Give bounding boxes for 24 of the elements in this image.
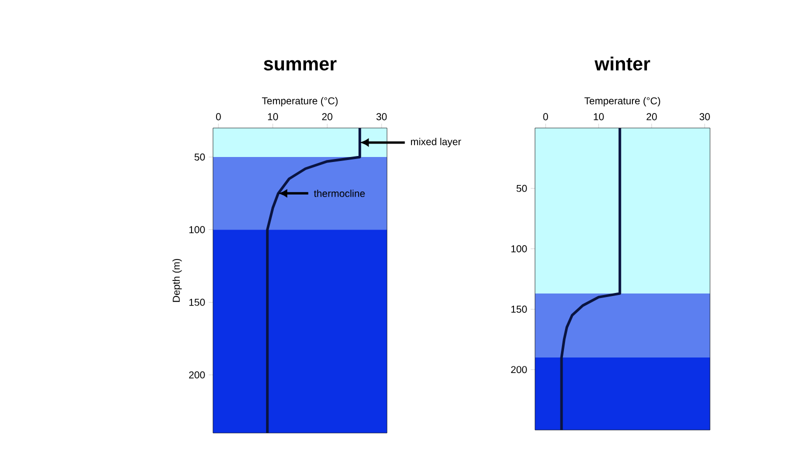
line-series	[560, 126, 622, 432]
x-tick-label: 0	[216, 113, 221, 120]
annotation: thermocline	[314, 190, 365, 198]
x-tick-label: 30	[376, 113, 387, 120]
annotation: mixed layer	[410, 138, 462, 148]
x-tick-label: 10	[268, 113, 278, 120]
y-tick-label: 150	[189, 298, 205, 306]
y-tick-label: 200	[189, 371, 205, 378]
chart-title: winter	[594, 56, 650, 71]
chart-title: summer	[264, 60, 337, 71]
x-tick-label: 20	[322, 113, 332, 120]
y-axis-title: Depth (m)	[172, 258, 182, 302]
y-tick-label: 200	[511, 366, 527, 374]
x-tick-label: 30	[700, 113, 710, 120]
y-tick-label: 150	[511, 306, 527, 313]
x-tick-label: 20	[646, 113, 657, 120]
y-tick-label: 100	[511, 245, 527, 252]
x-axis-title: Temperature (°C)	[262, 97, 338, 106]
y-tick-label: 50	[194, 154, 205, 161]
x-tick-label: 10	[594, 113, 604, 120]
y-tick-label: 100	[189, 226, 205, 234]
y-tick-label: 50	[516, 184, 527, 192]
x-axis-title: Temperature (°C)	[584, 97, 660, 106]
x-tick-label: 0	[543, 113, 548, 120]
